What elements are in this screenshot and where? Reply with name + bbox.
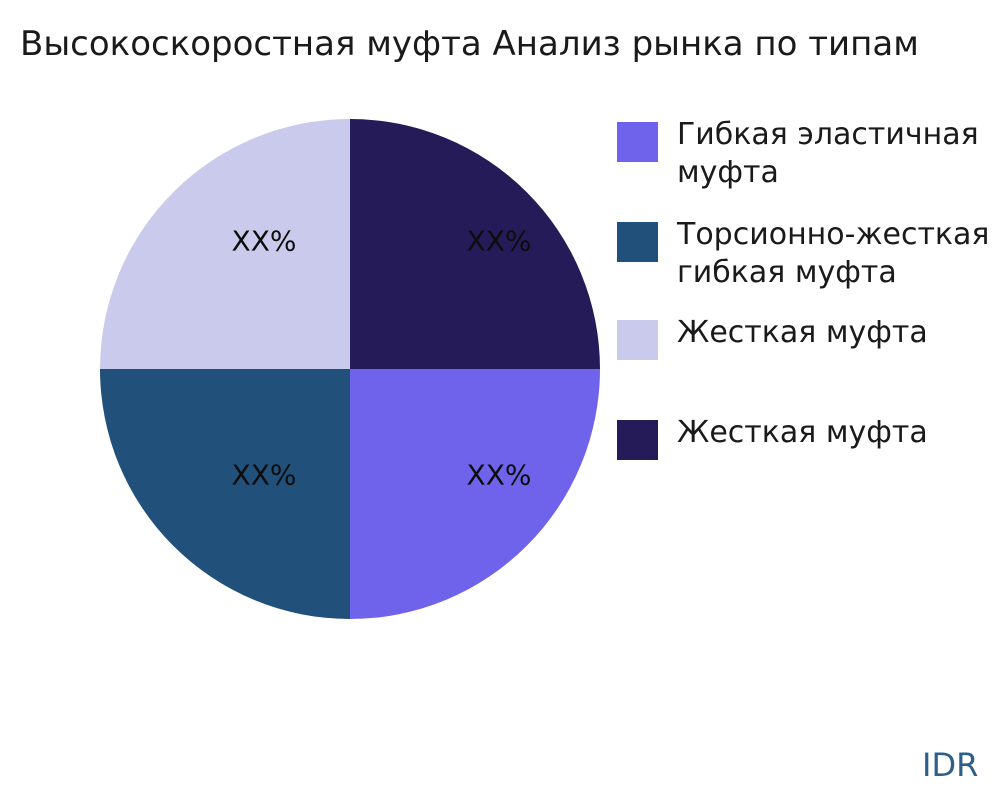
legend-label: Жесткая муфта — [677, 315, 928, 350]
legend-item: Торсионно-жесткая гибкая муфта — [617, 217, 999, 292]
legend-label: Торсионно-жесткая гибкая муфта — [677, 217, 990, 290]
legend-swatch — [617, 420, 658, 460]
legend-swatch — [617, 222, 658, 262]
pie-slice-3 — [350, 119, 600, 369]
legend-item: Гибкая эластичная муфта — [617, 117, 999, 192]
legend-swatch — [617, 320, 658, 360]
pie-percent-label: XX% — [466, 458, 532, 492]
pie-slice-1 — [100, 369, 350, 619]
pie-percent-label: XX% — [231, 458, 297, 492]
legend-swatch — [617, 122, 658, 162]
legend-label: Жесткая муфта — [677, 415, 928, 450]
pie-slice-2 — [100, 119, 350, 369]
legend-label: Гибкая эластичная муфта — [677, 117, 979, 190]
watermark-idr: IDR — [922, 746, 979, 784]
pie-percent-label: XX% — [466, 224, 532, 258]
chart-title: Высокоскоростная муфта Анализ рынка по т… — [20, 24, 919, 64]
legend-item: Жесткая муфта — [617, 415, 999, 460]
pie-chart — [100, 119, 600, 619]
pie-percent-label: XX% — [231, 224, 297, 258]
legend-item: Жесткая муфта — [617, 315, 999, 360]
pie-slice-0 — [350, 369, 600, 619]
